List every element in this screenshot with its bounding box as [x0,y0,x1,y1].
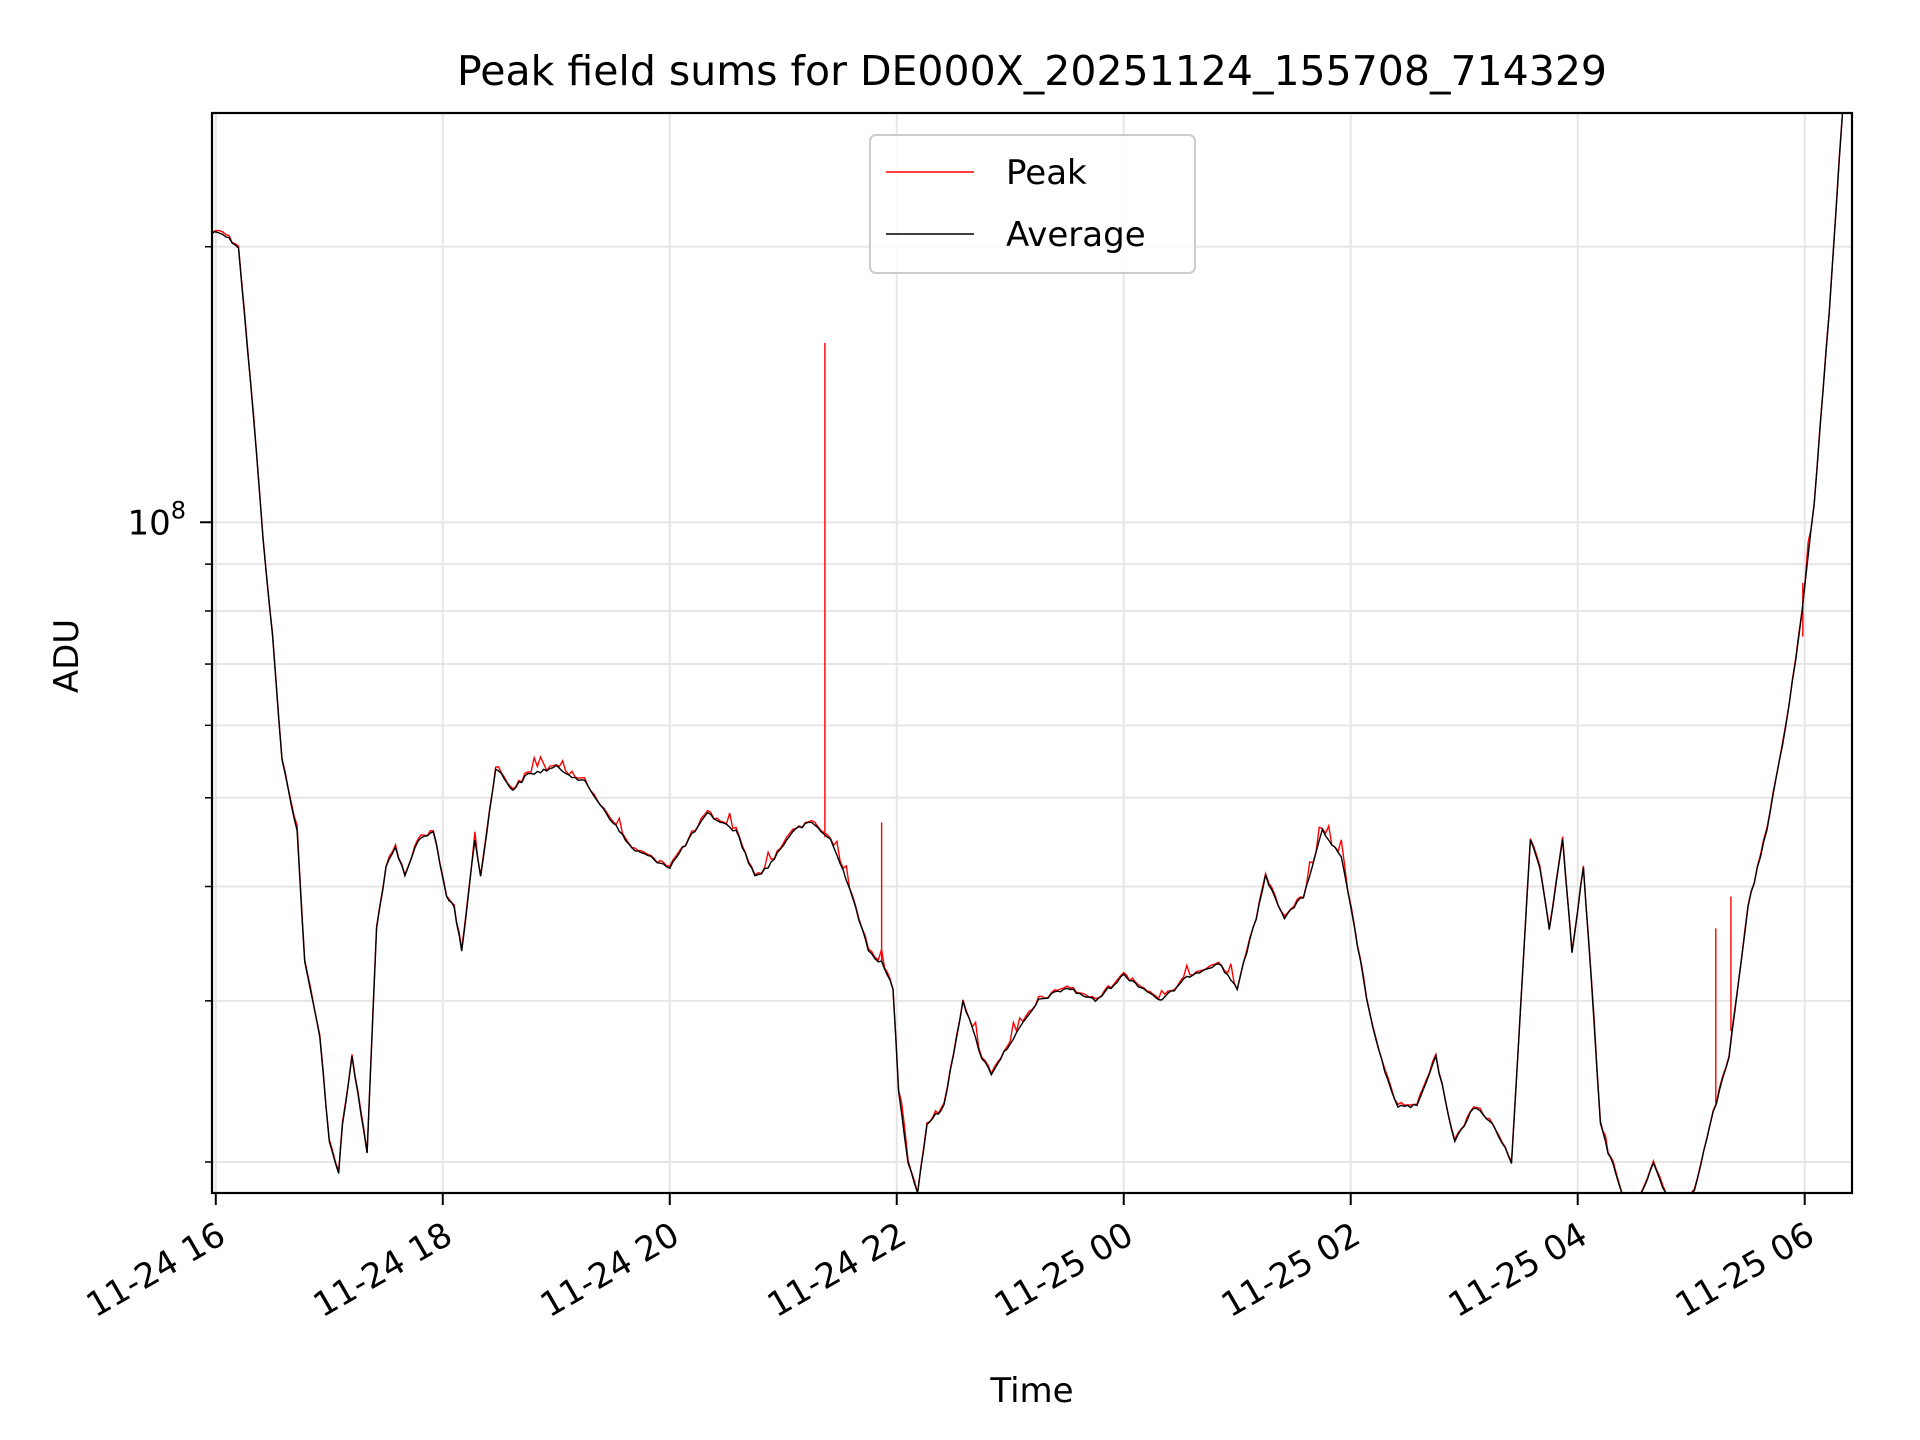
y-tick-label: 108 [127,496,186,543]
chart-title: Peak field sums for DE000X_20251124_1557… [457,47,1607,95]
average-series [211,112,1844,1194]
plot-frame [210,111,1854,1195]
x-axis-title: Time [989,1371,1073,1411]
legend-label-peak: Peak [1006,153,1087,193]
average-line [211,112,1844,1194]
legend-label-average: Average [1006,215,1146,255]
y-axis-title: ADU [47,619,87,693]
y-axis: 108 [127,245,212,1163]
legend-box [869,134,1196,274]
legend: Peak Average [869,134,1196,274]
grid [212,113,1852,1193]
